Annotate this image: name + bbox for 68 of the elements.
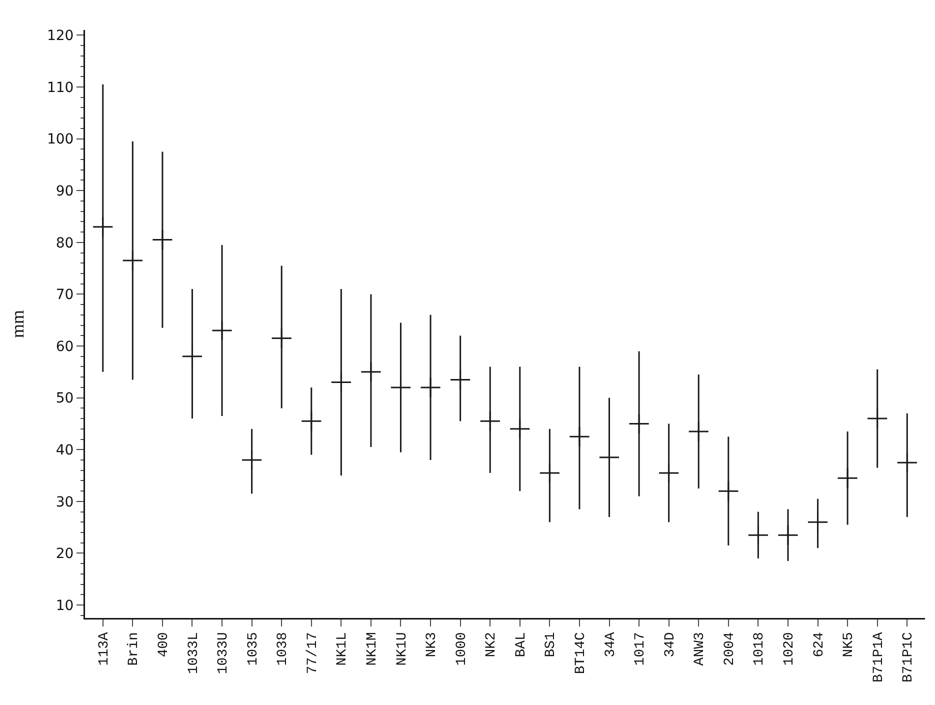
- x-tick-label: BT14C: [573, 632, 590, 674]
- point: [92, 216, 114, 238]
- x-tick-label: 1038: [275, 632, 292, 666]
- x-tick-label: 1017: [632, 632, 649, 666]
- x-tick-label: ANW3: [692, 632, 708, 666]
- point: [777, 524, 799, 546]
- x-tick-label: B71P1C: [900, 632, 917, 683]
- point: [568, 426, 590, 448]
- x-tick-label: 1020: [782, 632, 798, 666]
- x-tick-label: NK2: [484, 632, 500, 658]
- point: [300, 410, 322, 432]
- x-tick-label: BAL: [513, 632, 530, 658]
- y-tick-label: 70: [56, 287, 74, 304]
- y-tick-label: 10: [56, 598, 74, 614]
- point: [480, 410, 501, 432]
- x-tick-label: NK1L: [334, 632, 351, 666]
- point: [748, 524, 769, 546]
- y-tick-label: 90: [56, 184, 74, 200]
- x-tick-label: NK1M: [364, 632, 381, 666]
- point: [658, 462, 680, 484]
- x-tick-label: 1035: [245, 632, 262, 666]
- x-tick-label: NK5: [841, 632, 858, 658]
- y-tick-label: 20: [56, 546, 74, 562]
- point: [211, 320, 233, 342]
- point: [450, 369, 471, 390]
- point: [182, 346, 203, 367]
- point: [807, 512, 828, 533]
- point: [837, 468, 858, 489]
- point: [420, 376, 442, 398]
- x-tick-label: 2004: [722, 632, 738, 666]
- y-tick-label: 110: [46, 80, 74, 96]
- y-tick-label: 120: [46, 28, 74, 44]
- y-tick-label: 60: [56, 338, 74, 355]
- x-tick-label: NK3: [424, 632, 440, 658]
- x-tick-label: 1018: [752, 632, 768, 666]
- y-tick-label: 40: [56, 442, 74, 459]
- y-tick-label: 30: [56, 494, 74, 510]
- y-tick-label: 80: [56, 235, 74, 252]
- point: [539, 462, 560, 484]
- point: [122, 250, 144, 272]
- x-tick-label: Brin: [126, 632, 142, 666]
- x-tick-label: NK1U: [394, 632, 410, 666]
- x-tick-label: 1033L: [186, 632, 202, 674]
- point: [866, 408, 888, 430]
- y-axis-title: mm: [7, 310, 28, 338]
- x-tick-label: 1000: [454, 632, 470, 666]
- point: [152, 229, 173, 250]
- y-tick-label: 50: [56, 390, 74, 407]
- x-tick-label: B71P1A: [870, 632, 887, 683]
- y-tick-label: 100: [46, 132, 74, 148]
- point: [688, 420, 710, 442]
- point: [509, 418, 530, 440]
- x-tick-label: 624: [811, 632, 828, 658]
- point: [628, 413, 650, 434]
- point: [271, 328, 292, 349]
- point: [896, 452, 918, 474]
- point: [330, 372, 352, 393]
- x-tick-label: 1033U: [216, 632, 232, 674]
- x-tick-label: 34A: [602, 632, 619, 658]
- x-tick-label: BS1: [543, 632, 560, 658]
- x-tick-label: 77/17: [304, 632, 321, 674]
- point: [360, 361, 382, 382]
- point: [390, 376, 412, 398]
- x-tick-label: 113A: [96, 632, 112, 666]
- point: [718, 480, 739, 502]
- x-tick-label: 400: [156, 632, 172, 658]
- point: [241, 449, 262, 471]
- x-tick-label: 34D: [662, 632, 678, 658]
